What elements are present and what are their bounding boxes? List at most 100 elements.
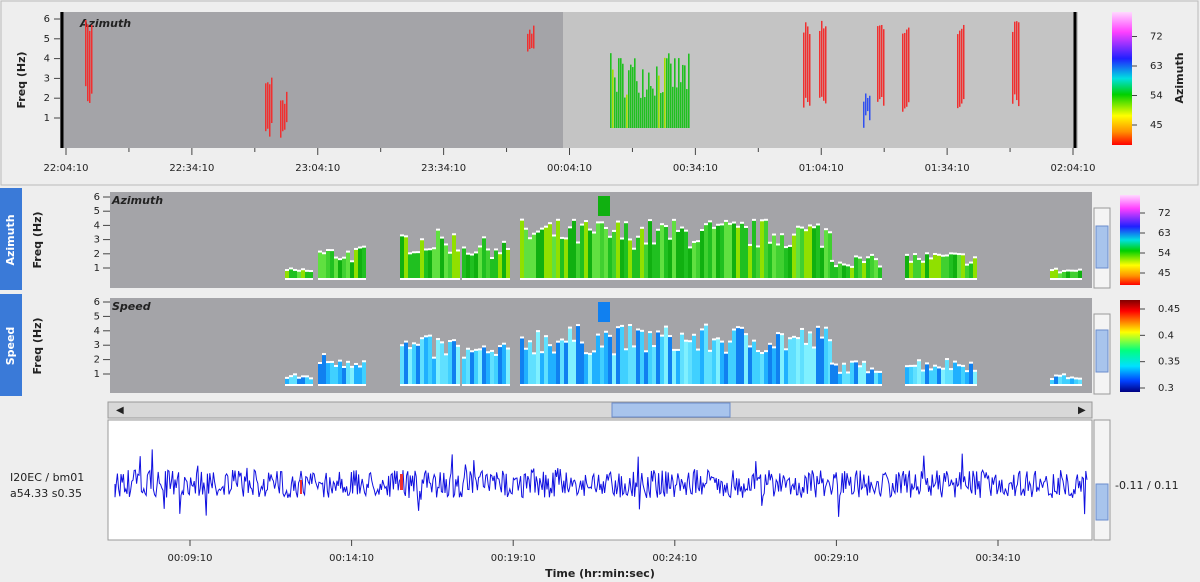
detection-cell xyxy=(792,337,796,384)
detection-cell xyxy=(740,223,744,278)
detection-cell xyxy=(420,240,424,278)
scroll-thumb[interactable] xyxy=(1095,483,1109,521)
detection-cell xyxy=(482,238,486,278)
y-tick-label: 6 xyxy=(44,14,50,25)
tab[interactable] xyxy=(0,188,22,290)
detection-cell xyxy=(708,222,712,278)
detection-cell xyxy=(470,352,474,384)
h-scrollbar[interactable] xyxy=(107,401,1093,419)
y-tick-label: 5 xyxy=(94,206,100,217)
detection-cell xyxy=(640,331,644,384)
detection-cell xyxy=(600,347,604,384)
detection-cell xyxy=(334,258,338,278)
v-scrollbar[interactable] xyxy=(1093,419,1111,541)
detection-cell xyxy=(728,224,732,278)
detection-cell xyxy=(536,232,540,278)
detection-cell xyxy=(752,341,756,384)
spectro-streak xyxy=(879,25,881,100)
detection-cell xyxy=(362,362,366,384)
detection-cell xyxy=(528,239,532,278)
detection-cell xyxy=(520,338,524,384)
detection-cell xyxy=(816,327,820,384)
detection-cell xyxy=(502,344,506,384)
spectro-streak xyxy=(89,30,91,103)
detection-cell xyxy=(528,342,532,384)
detection-cell xyxy=(913,366,917,384)
detection-cell xyxy=(452,341,456,384)
scroll-right[interactable]: ▶ xyxy=(1078,405,1086,416)
detection-cell xyxy=(305,271,309,278)
detection-cell xyxy=(834,267,838,278)
spectro-streak xyxy=(626,94,628,128)
detection-cell xyxy=(572,341,576,384)
spectro-streak xyxy=(85,20,87,87)
detection-cell xyxy=(846,266,850,278)
spectro-streak xyxy=(906,29,908,107)
spectro-streak xyxy=(652,88,654,128)
detection-cell xyxy=(716,339,720,384)
detection-cell xyxy=(596,335,600,384)
spectro-streak xyxy=(1016,21,1018,101)
detection-cell xyxy=(520,220,524,278)
detection-cell xyxy=(568,328,572,384)
tab[interactable] xyxy=(0,294,22,396)
detection-cell xyxy=(498,347,502,384)
detection-cell xyxy=(1070,378,1074,384)
spectro-streak xyxy=(688,53,690,128)
spectro-streak xyxy=(612,69,614,128)
detection-cell xyxy=(933,366,937,384)
detection-cell xyxy=(416,345,420,384)
detection-cell xyxy=(616,328,620,384)
x-tick-label: 22:04:10 xyxy=(44,163,89,174)
colorbar-tick-label: 0.3 xyxy=(1158,383,1174,394)
detection-cell xyxy=(784,350,788,384)
detection-cell xyxy=(973,371,977,384)
spectro-streak xyxy=(634,58,636,128)
detection-cell xyxy=(830,261,834,278)
detection-cell xyxy=(628,240,632,278)
spectro-streak xyxy=(628,70,630,128)
detection-cell xyxy=(644,352,648,384)
detection-cell xyxy=(636,237,640,278)
y-tick-label: 3 xyxy=(94,340,100,351)
detection-cell xyxy=(342,258,346,278)
detection-cell xyxy=(953,254,957,278)
scroll-left[interactable]: ◀ xyxy=(116,405,124,416)
detection-cell xyxy=(632,249,636,278)
detection-cell xyxy=(961,366,965,384)
h-scroll-thumb[interactable] xyxy=(611,402,731,418)
spectro-streak xyxy=(533,25,535,49)
scroll-thumb[interactable] xyxy=(1095,329,1109,373)
colorbar-tick-label: 63 xyxy=(1158,228,1171,239)
detection-cell xyxy=(796,227,800,278)
x-tick-label: 22:34:10 xyxy=(169,163,214,174)
detection-cell xyxy=(350,262,354,278)
detection-cell xyxy=(820,338,824,384)
detection-cell xyxy=(812,228,816,278)
detection-cell xyxy=(842,265,846,278)
detection-cell xyxy=(474,253,478,278)
detection-cell xyxy=(592,233,596,278)
detection-cell xyxy=(708,351,712,384)
detection-cell xyxy=(764,220,768,278)
arrival-marker xyxy=(300,480,302,494)
detection-cell xyxy=(598,302,610,322)
detection-cell xyxy=(560,238,564,278)
detection-cell xyxy=(724,221,728,278)
scroll-thumb[interactable] xyxy=(1095,225,1109,269)
detection-cell xyxy=(1074,271,1078,278)
detection-cell xyxy=(732,223,736,278)
detection-cell xyxy=(350,367,354,384)
spectro-streak xyxy=(614,77,616,128)
spectro-streak xyxy=(676,87,678,128)
detection-cell xyxy=(309,272,313,278)
amplitude-scale: -0.11 / 0.11 xyxy=(1115,479,1179,492)
spectro-streak xyxy=(654,95,656,128)
spectro-streak xyxy=(620,58,622,129)
detection-cell xyxy=(748,245,752,278)
detection-cell xyxy=(776,245,780,278)
detection-cell xyxy=(289,269,293,278)
detection-cell xyxy=(744,227,748,278)
detection-cell xyxy=(408,254,412,278)
detection-cell xyxy=(720,225,724,278)
